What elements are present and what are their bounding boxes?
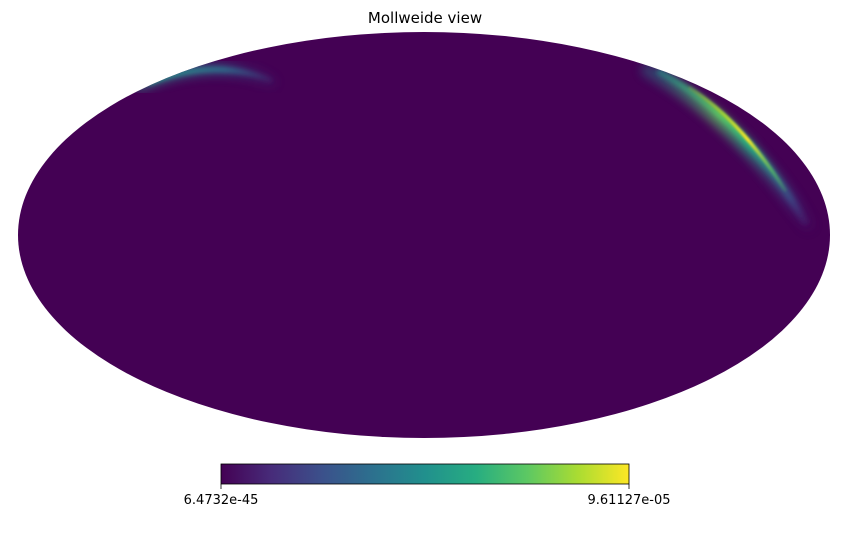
sky-map [18,32,830,438]
colorbar-gradient [220,463,630,485]
sky-background [18,32,830,438]
colorbar: 6.4732e-45 9.61127e-05 [184,463,671,508]
chart-title: Mollweide view [368,9,482,27]
arc-feature-upper-right [641,63,815,232]
colorbar-max-label: 9.61127e-05 [588,493,671,508]
colorbar-min-label: 6.4732e-45 [184,493,259,508]
